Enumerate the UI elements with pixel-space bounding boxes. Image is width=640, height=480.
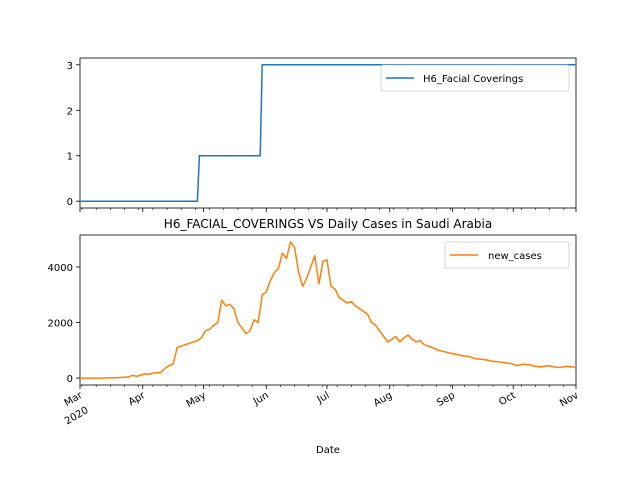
top-legend-label: H6_Facial Coverings [423, 74, 523, 85]
bottom-y-tick-label: 4000 [48, 263, 73, 274]
chart-title: H6_FACIAL_COVERINGS VS Daily Cases in Sa… [164, 217, 492, 231]
top-y-tick-label: 1 [67, 152, 73, 163]
x-tick-label: Jul [315, 390, 332, 406]
x-tick-label: Apr [127, 390, 148, 409]
top-y-tick-label: 2 [67, 106, 73, 117]
x-tick-label: May [185, 390, 208, 410]
new-cases-line [80, 241, 577, 379]
bottom-y-ticks: 0 2000 4000 [48, 263, 80, 385]
x-tick-label: Nov [558, 390, 580, 409]
bottom-legend: new_cases [444, 241, 570, 269]
bottom-legend-box [444, 241, 570, 269]
top-legend: H6_Facial Coverings [380, 64, 570, 92]
facial-coverings-line [80, 64, 576, 202]
bottom-legend-label: new_cases [488, 251, 542, 262]
top-y-tick-label: 0 [67, 197, 73, 208]
bottom-y-tick-label: 2000 [48, 319, 73, 330]
top-legend-box [380, 64, 570, 92]
x-tick-label: Jun [251, 390, 271, 408]
top-series [80, 64, 576, 202]
top-y-ticks: 0 1 2 3 [67, 61, 80, 208]
x-axis-title: Date [316, 445, 340, 456]
bottom-axes: H6_FACIAL_COVERINGS VS Daily Cases in Sa… [48, 217, 581, 456]
top-x-ticks [79, 208, 577, 212]
x-tick-label: Oct [497, 390, 518, 408]
bottom-series [80, 241, 577, 379]
bottom-axes-frame [79, 234, 577, 386]
x-tick-label: Aug [372, 390, 394, 409]
x-tick-label: Sep [435, 390, 457, 409]
top-axes: 0 1 2 3 H6_Facial Coverings [67, 57, 577, 212]
bottom-y-tick-label: 0 [67, 374, 73, 385]
top-y-tick-label: 3 [67, 61, 73, 72]
top-axes-frame [79, 57, 577, 209]
